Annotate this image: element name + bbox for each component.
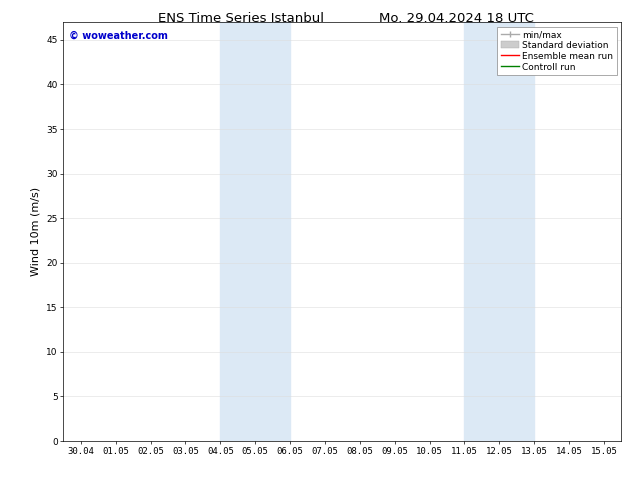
Text: Mo. 29.04.2024 18 UTC: Mo. 29.04.2024 18 UTC [379,12,534,25]
Bar [221,22,290,441]
Bar [464,22,534,441]
Y-axis label: Wind 10m (m/s): Wind 10m (m/s) [31,187,41,276]
Legend: min/max, Standard deviation, Ensemble mean run, Controll run: min/max, Standard deviation, Ensemble me… [497,26,617,75]
Text: © woweather.com: © woweather.com [69,30,168,41]
Text: ENS Time Series Istanbul: ENS Time Series Istanbul [158,12,324,25]
